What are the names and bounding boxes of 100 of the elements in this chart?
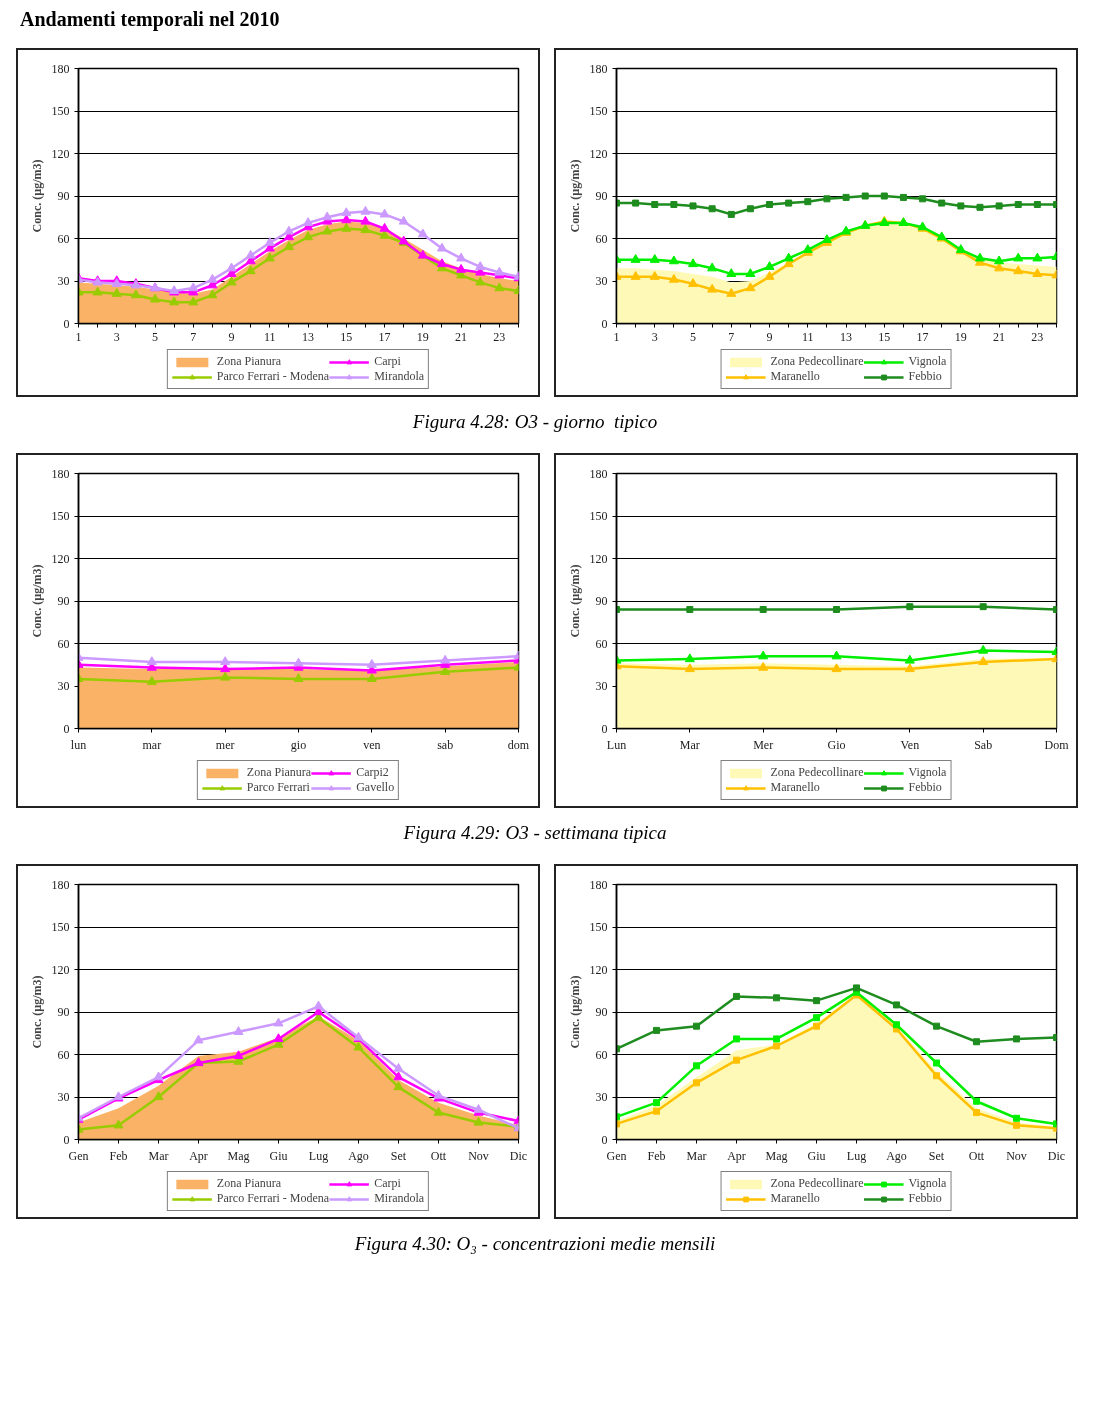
legend-label: Mirandola (374, 369, 425, 384)
x-tick-label: sab (437, 737, 454, 752)
legend-label: Febbio (908, 369, 942, 384)
x-tick-label: 15 (878, 329, 891, 344)
y-tick-label: 120 (51, 962, 70, 977)
legend-label: Zona Pedecollinare (770, 354, 864, 369)
y-tick-label: 0 (601, 316, 608, 331)
x-tick-label: Feb (647, 1148, 666, 1163)
y-tick-label: 180 (51, 61, 70, 76)
x-tick-label: 1 (75, 329, 82, 344)
x-tick-label: 13 (840, 329, 853, 344)
x-tick-label: mar (142, 737, 162, 752)
x-tick-label: 9 (766, 329, 773, 344)
legend-label: Vignola (908, 354, 947, 369)
x-tick-label: 1 (613, 329, 620, 344)
x-tick-label: Sab (974, 737, 993, 752)
y-tick-label: 60 (595, 1047, 608, 1062)
y-tick-label: 60 (57, 636, 70, 651)
x-tick-label: 19 (416, 329, 429, 344)
x-tick-label: Ago (886, 1148, 907, 1163)
y-tick-label: 30 (595, 274, 608, 288)
x-tick-label: Apr (727, 1148, 746, 1163)
y-tick-label: 120 (589, 146, 608, 161)
x-tick-label: Mar (679, 737, 700, 752)
y-tick-label: 90 (57, 189, 70, 203)
legend-label: Gavello (356, 780, 395, 795)
legend-label: Maranello (770, 1191, 820, 1206)
y-axis-title: Conc. (µg/m3) (567, 564, 582, 638)
x-tick-label: 17 (378, 329, 391, 344)
x-tick-label: Lug (846, 1148, 867, 1163)
text: Figura 4.28: O3 - giorno tipico (412, 410, 658, 434)
y-tick-label: 30 (57, 1090, 70, 1104)
x-tick-label: 7 (728, 329, 735, 344)
x-tick-label: 11 (802, 329, 814, 344)
y-tick-label: 150 (589, 920, 608, 934)
y-tick-label: 30 (57, 679, 70, 693)
text: Andamenti temporali nel 2010 (20, 7, 280, 33)
text: Figura 4.30: O₃ - concentrazioni medie mensili (354, 1232, 716, 1256)
y-tick-label: 0 (63, 316, 70, 331)
x-tick-label: Dic (509, 1148, 528, 1163)
x-tick-label: 17 (916, 329, 929, 344)
x-tick-label: Dom (1044, 737, 1070, 752)
x-tick-label: 5 (152, 329, 159, 344)
x-tick-label: Nov (1006, 1148, 1027, 1163)
x-tick-label: Mar (686, 1148, 707, 1163)
y-tick-label: 150 (51, 920, 70, 934)
x-tick-label: Giu (269, 1148, 288, 1163)
x-tick-label: Mer (753, 737, 774, 752)
x-tick-label: gio (290, 737, 307, 752)
legend-label: Carpi (374, 354, 401, 369)
x-tick-label: 21 (455, 329, 468, 344)
y-axis-title: Conc. (µg/m3) (567, 159, 582, 233)
x-tick-label: Mag (227, 1148, 250, 1163)
x-tick-label: 9 (228, 329, 235, 344)
legend-label: Carpi2 (356, 765, 389, 780)
y-tick-label: 90 (595, 1005, 608, 1019)
x-tick-label: lun (70, 737, 87, 752)
x-tick-label: Ott (968, 1148, 985, 1163)
x-tick-label: 5 (690, 329, 697, 344)
legend-label: Vignola (908, 765, 947, 780)
y-tick-label: 120 (51, 551, 70, 566)
y-tick-label: 90 (57, 594, 70, 608)
y-tick-label: 0 (601, 1132, 608, 1147)
y-tick-label: 30 (595, 1090, 608, 1104)
legend-label: Febbio (908, 780, 942, 795)
y-tick-label: 180 (51, 466, 70, 481)
x-tick-label: 23 (1031, 329, 1044, 344)
legend-label: Zona Pianura (246, 765, 312, 780)
x-tick-label: 3 (113, 329, 120, 344)
y-tick-label: 0 (601, 721, 608, 736)
y-tick-label: 30 (57, 274, 70, 288)
x-tick-label: Gen (68, 1148, 89, 1163)
x-tick-label: Giu (807, 1148, 826, 1163)
y-tick-label: 60 (57, 1047, 70, 1062)
y-tick-label: 150 (589, 104, 608, 118)
x-tick-label: dom (507, 737, 530, 752)
x-tick-label: Set (390, 1148, 407, 1163)
y-tick-label: 180 (589, 466, 608, 481)
x-tick-label: Ago (348, 1148, 369, 1163)
y-axis-title: Conc. (µg/m3) (29, 564, 44, 638)
y-tick-label: 180 (51, 877, 70, 892)
y-tick-label: 90 (595, 594, 608, 608)
y-tick-label: 150 (589, 509, 608, 523)
x-tick-label: Gen (606, 1148, 627, 1163)
x-tick-label: Apr (189, 1148, 208, 1163)
x-tick-label: 11 (264, 329, 276, 344)
x-tick-label: 21 (993, 329, 1006, 344)
y-axis-title: Conc. (µg/m3) (29, 975, 44, 1049)
y-tick-label: 60 (595, 636, 608, 651)
x-tick-label: 3 (651, 329, 658, 344)
legend-label: Maranello (770, 369, 820, 384)
x-tick-label: 7 (190, 329, 197, 344)
x-tick-label: ven (363, 737, 381, 752)
x-tick-label: 23 (493, 329, 506, 344)
y-axis-title: Conc. (µg/m3) (567, 975, 582, 1049)
legend-label: Maranello (770, 780, 820, 795)
y-tick-label: 60 (57, 231, 70, 246)
x-tick-label: Ott (430, 1148, 447, 1163)
y-tick-label: 180 (589, 877, 608, 892)
x-tick-label: mer (215, 737, 235, 752)
